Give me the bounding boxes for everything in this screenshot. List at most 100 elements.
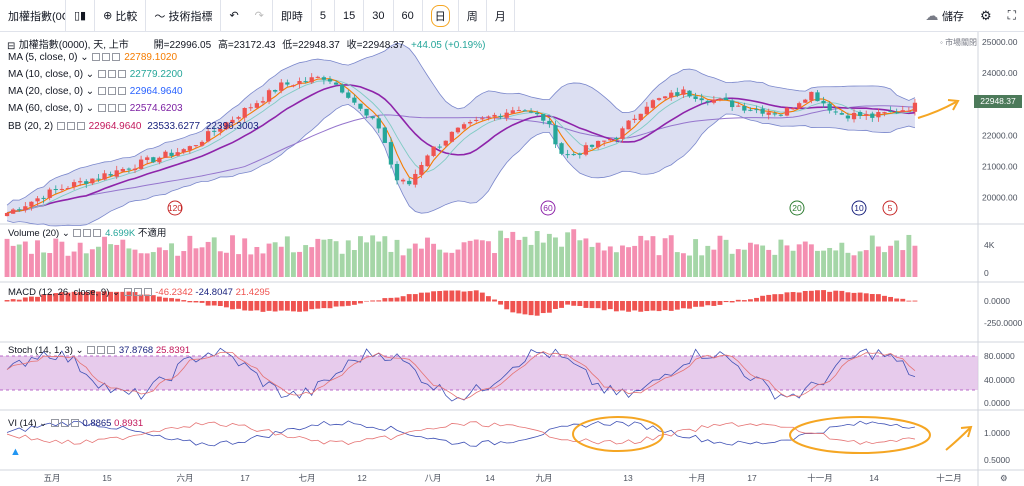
volume-bar [199,247,205,277]
time-axis-label: 17 [240,473,250,483]
interval-6[interactable]: 周 [459,0,487,32]
volume-bar [284,236,290,277]
candle-body [78,181,83,183]
volume-bar [382,236,388,277]
interval-2[interactable]: 15 [335,0,365,32]
chart-type-button[interactable]: ▯▮ [66,0,96,32]
vi-minus-line [6,421,916,445]
volume-bar [425,237,430,277]
candle-body [772,113,777,115]
close-icon[interactable] [117,104,126,113]
macd-histogram-bar [303,301,309,312]
volume-bar [796,244,802,277]
compare-button[interactable]: ⊕ 比較 [95,0,147,32]
fullscreen-button[interactable]: ⛶ [1000,0,1024,32]
vi-axis-label: 0.5000 [984,455,1010,465]
candle-body [352,97,357,103]
candle-body [602,140,607,142]
interval-1[interactable]: 5 [312,0,336,32]
save-button[interactable]: ☁ 儲存 [917,0,972,32]
close-icon[interactable] [76,122,85,131]
interval-0[interactable]: 即時 [273,0,312,32]
macd-histogram-bar [869,294,875,302]
indicators-button[interactable]: 〜 技術指標 [146,0,222,32]
visibility-icon[interactable] [97,104,106,113]
candle-body [723,97,729,101]
candle-body [638,113,643,120]
candle-body [669,92,674,98]
interval-4[interactable]: 60 [394,0,423,32]
volume-bar [620,245,625,277]
interval-3[interactable]: 30 [364,0,394,32]
volume-bar [553,237,558,277]
candle-body [516,110,522,112]
symbol-search[interactable]: 加權指數(0C [0,0,66,32]
time-axis-label: 七月 [298,473,315,483]
settings-button[interactable]: ⚙ [972,0,1000,32]
undo-button[interactable]: ↶ [221,0,246,32]
macd-histogram-bar [59,292,65,302]
ma-label: MA (5, close, 0) [8,52,78,63]
candle-body [212,130,217,132]
candle-body [705,100,710,103]
volume-bar [869,235,875,277]
volume-legend: Volume (20) ⌄ 4.699K 不適用 [8,228,167,239]
macd-histogram-bar [747,299,753,302]
macd-histogram-bar [412,294,418,302]
interval-5[interactable]: 日 [423,0,459,32]
candle-body [797,103,802,109]
macd-histogram-bar [912,300,918,302]
collapse-icon[interactable]: ⊟ [7,41,16,53]
macd-histogram-bar [370,300,376,302]
settings-icon[interactable] [107,70,116,79]
bb-upper: 23533.6277 [147,121,201,132]
ma-label: MA (20, close, 0) [8,86,84,97]
settings-icon[interactable] [66,122,75,131]
macd-histogram-bar [28,296,34,302]
interval-7[interactable]: 月 [487,0,515,32]
ma-value: 22779.2200 [129,69,183,80]
visibility-icon[interactable] [97,70,106,79]
candle-body [827,103,832,111]
volume-bar [138,253,144,277]
volume-bar [479,240,485,277]
time-axis-label: 14 [485,473,495,483]
volume-bar [875,246,881,277]
candle-body [29,201,34,207]
candle-body [662,96,668,99]
stoch-axis-label: 0.0000 [984,398,1010,408]
candle-body [266,90,272,102]
volume-bar [16,244,22,277]
candle-body [821,100,826,104]
macd-histogram-bar [528,301,534,316]
close-icon[interactable] [117,70,126,79]
candle-body [236,117,241,119]
visibility-icon[interactable] [97,87,106,96]
logo-icon: ▲ [10,446,21,458]
candle-body [553,125,558,145]
macd-histogram-bar [199,301,205,303]
settings-icon[interactable] [102,53,111,62]
stoch-band [0,356,978,390]
macd-histogram-bar [784,292,790,302]
candle-body [498,115,503,118]
settings-icon[interactable] [107,87,116,96]
candle-body [187,146,192,151]
macd-histogram-bar [851,292,857,302]
candle-body [857,112,863,116]
visibility-icon[interactable] [92,53,101,62]
stoch-axis-label: 40.0000 [984,375,1015,385]
close-icon[interactable] [112,53,121,62]
macd-histogram-bar [729,301,735,303]
close-icon[interactable] [117,87,126,96]
settings-icon[interactable] [107,104,116,113]
candle-body [400,179,406,182]
macd-histogram-bar [601,301,607,311]
visibility-icon[interactable] [56,122,65,131]
redo-button[interactable]: ↷ [247,0,273,32]
candle-body [108,174,113,176]
period-marker-label: 20 [792,203,802,213]
macd-histogram-bar [431,291,437,302]
candle-body [790,108,796,110]
